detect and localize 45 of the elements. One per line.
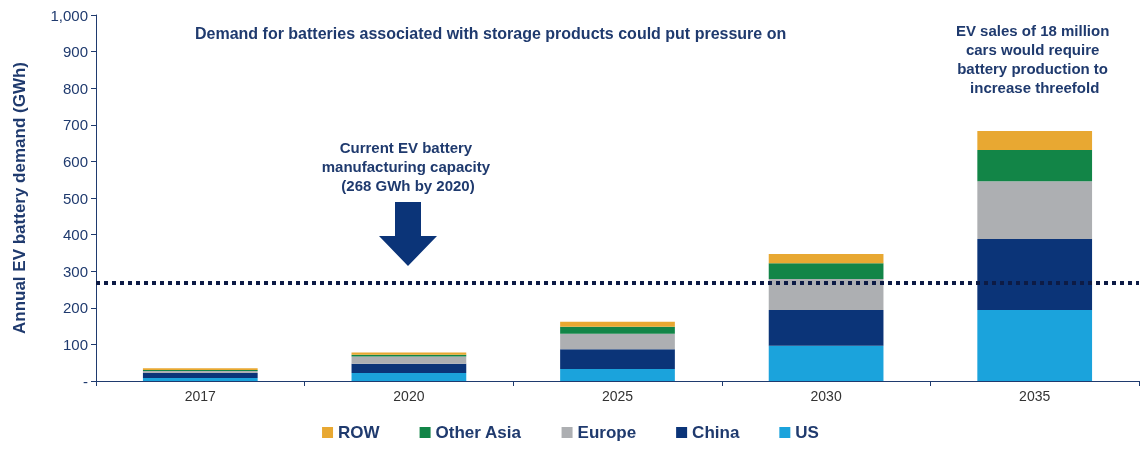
x-tick-label: 2035 <box>1019 388 1051 404</box>
bar <box>977 131 1093 151</box>
bar <box>142 372 258 379</box>
y-tick-label: 800 <box>62 79 88 97</box>
bar <box>351 363 467 373</box>
bar <box>560 321 675 327</box>
y-tick-label: 600 <box>62 152 88 170</box>
bar <box>977 150 1093 182</box>
x-tick-label: 2025 <box>601 388 634 404</box>
y-tick-label: 100 <box>62 335 88 353</box>
bar <box>560 333 675 350</box>
x-tick-label: 2030 <box>810 388 842 404</box>
text: Demand for batteries associated with storage products could put pressure on <box>195 24 787 42</box>
y-tick-label: 700 <box>62 116 88 134</box>
x-tick-label: 2020 <box>393 388 425 404</box>
legend-label: China <box>692 423 740 442</box>
y-tick-label: 1,000 <box>50 6 88 24</box>
bar <box>560 368 675 381</box>
y-tick-label: - <box>83 372 88 390</box>
y-tick-label: 300 <box>62 262 88 280</box>
bar <box>351 372 467 381</box>
x-tick-label: 2017 <box>184 388 217 404</box>
annotation: Current EV battery manufacturing capacity (268 GWh by 2020) <box>321 139 495 194</box>
legend-label: Other Asia <box>435 423 522 442</box>
bar <box>768 345 884 381</box>
legend-label: US <box>795 423 819 442</box>
y-tick-label: 400 <box>62 226 88 244</box>
bar <box>977 181 1093 239</box>
legend-label: Europe <box>577 423 637 442</box>
bar <box>768 263 884 279</box>
bar <box>560 349 675 369</box>
y-axis-title: Annual EV battery demand (GWh) <box>10 61 29 335</box>
bar <box>768 254 884 264</box>
bar <box>768 310 884 346</box>
bar <box>768 278 884 310</box>
bar <box>351 356 467 364</box>
y-tick-label: 900 <box>62 43 88 61</box>
bar <box>560 326 675 334</box>
y-tick-label: 200 <box>62 299 88 317</box>
bar <box>977 238 1093 310</box>
annotation: EV sales of 18 million cars would require battery production to increase threefold <box>955 22 1114 97</box>
legend-label: ROW <box>338 423 381 442</box>
bar <box>977 310 1093 381</box>
bar <box>142 378 258 381</box>
y-tick-label: 500 <box>62 189 88 207</box>
